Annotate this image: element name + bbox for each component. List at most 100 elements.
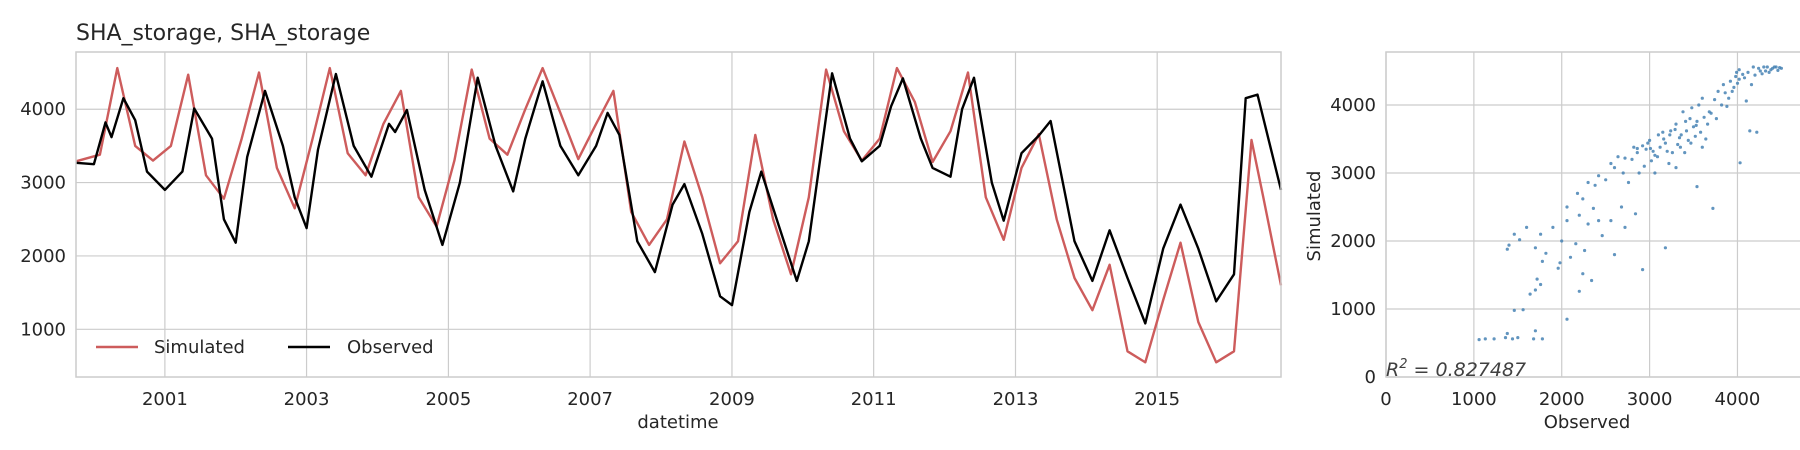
scatter-point xyxy=(1623,156,1627,160)
scatter-point xyxy=(1539,282,1543,287)
scatter-point xyxy=(1755,130,1759,134)
scatter-point xyxy=(1609,219,1613,223)
scatter-point xyxy=(1732,85,1736,89)
scatter-point xyxy=(1679,133,1683,137)
scatter-y-tick-label: 4000 xyxy=(1330,95,1376,116)
scatter-point xyxy=(1609,161,1613,166)
scatter-point xyxy=(1678,145,1682,149)
scatter-point xyxy=(1483,337,1487,341)
scatter-point xyxy=(1533,329,1537,333)
scatter-point xyxy=(1684,129,1689,133)
scatter-point xyxy=(1512,308,1516,312)
scatter-point xyxy=(1558,261,1562,265)
scatter-x-tick-label: 3000 xyxy=(1627,389,1673,410)
scatter-y-tick-label: 1000 xyxy=(1330,299,1376,320)
scatter-point xyxy=(1776,68,1780,72)
scatter-point xyxy=(1565,317,1569,321)
scatter-y-ticks: 0 1000 2000 3000 4000 xyxy=(1330,95,1376,388)
scatter-point xyxy=(1741,72,1745,76)
scatter-point xyxy=(1691,125,1696,129)
scatter-point xyxy=(1662,137,1666,141)
scatter-point xyxy=(1665,149,1669,153)
scatter-point xyxy=(1590,278,1594,283)
scatter-point xyxy=(1533,288,1537,292)
timeseries-title: SHA_storage, SHA_storage xyxy=(76,21,370,46)
scatter-point xyxy=(1758,69,1762,73)
scatter-point xyxy=(1621,171,1625,175)
timeseries-x-ticks: 2001 2003 2005 2007 2009 2011 2013 2015 xyxy=(142,389,1180,410)
timeseries-y-tick-label: 3000 xyxy=(20,173,66,194)
scatter-point xyxy=(1663,141,1667,145)
scatter-point xyxy=(1612,253,1617,257)
scatter-point xyxy=(1516,336,1520,340)
timeseries-y-tick-label: 4000 xyxy=(20,99,66,120)
scatter-point xyxy=(1714,117,1718,121)
scatter-point xyxy=(1648,138,1652,142)
scatter-point xyxy=(1626,180,1631,185)
scatter-point xyxy=(1702,115,1706,119)
scatter-point xyxy=(1674,122,1678,126)
legend: Simulated Observed xyxy=(96,337,434,358)
scatter-x-tick-label: 4000 xyxy=(1715,389,1761,410)
scatter-point xyxy=(1653,171,1657,175)
scatter-point xyxy=(1623,225,1627,229)
timeseries-panel: SHA_storage, SHA_storage 1000 2000 3000 400… xyxy=(20,21,1283,433)
scatter-point xyxy=(1505,331,1509,336)
scatter-point xyxy=(1568,255,1573,259)
scatter-point xyxy=(1637,171,1641,175)
scatter-point xyxy=(1616,155,1620,159)
scatter-point xyxy=(1744,99,1748,103)
scatter-point xyxy=(1641,268,1645,272)
scatter-point xyxy=(1604,178,1608,182)
scatter-point xyxy=(1725,104,1729,108)
scatter-point xyxy=(1661,130,1665,134)
scatter-point xyxy=(1583,248,1587,253)
scatter-point xyxy=(1630,157,1634,161)
scatter-point xyxy=(1581,272,1585,276)
scatter-point xyxy=(1730,89,1734,93)
scatter-point xyxy=(1574,242,1578,246)
scatter-point xyxy=(1706,122,1710,126)
scatter-point xyxy=(1681,110,1685,114)
scatter-point xyxy=(1591,206,1595,210)
scatter-point xyxy=(1748,129,1752,133)
scatter-point xyxy=(1772,65,1776,69)
scatter-point xyxy=(1644,147,1648,151)
scatter-point xyxy=(1735,81,1740,85)
scatter-point xyxy=(1673,127,1677,132)
scatter-point xyxy=(1612,166,1617,170)
scatter-point xyxy=(1492,337,1496,341)
scatter-point xyxy=(1668,133,1672,137)
timeseries-grid xyxy=(76,52,1281,377)
scatter-point xyxy=(1641,144,1645,148)
scatter-point xyxy=(1735,70,1739,74)
scatter-point xyxy=(1767,70,1771,74)
scatter-grid xyxy=(1385,52,1800,378)
scatter-point xyxy=(1642,164,1646,168)
scatter-point xyxy=(1742,76,1747,80)
timeseries-x-tick-label: 2009 xyxy=(709,389,755,410)
scatter-point xyxy=(1565,219,1569,223)
timeseries-y-ticks: 1000 2000 3000 4000 xyxy=(20,99,66,340)
scatter-point xyxy=(1690,106,1694,110)
timeseries-x-tick-label: 2013 xyxy=(993,389,1039,410)
scatter-point xyxy=(1693,134,1697,138)
timeseries-plot-frame xyxy=(75,51,1282,378)
scatter-point xyxy=(1762,65,1766,69)
scatter-point xyxy=(1727,96,1731,100)
scatter-point xyxy=(1535,277,1539,281)
scatter-point xyxy=(1737,68,1741,72)
scatter-point xyxy=(1651,149,1655,153)
scatter-x-ticks: 0 1000 2000 3000 4000 xyxy=(1380,389,1760,410)
scatter-point xyxy=(1704,137,1708,141)
scatter-point xyxy=(1738,161,1742,165)
timeseries-x-axis-label: datetime xyxy=(637,412,718,433)
legend-observed-label: Observed xyxy=(347,337,434,358)
scatter-plot-frame xyxy=(1385,51,1800,378)
r-squared-superscript: 2 xyxy=(1399,357,1407,372)
scatter-point xyxy=(1646,141,1650,145)
scatter-point xyxy=(1635,146,1639,151)
scatter-point xyxy=(1477,338,1481,342)
scatter-point xyxy=(1533,246,1537,250)
